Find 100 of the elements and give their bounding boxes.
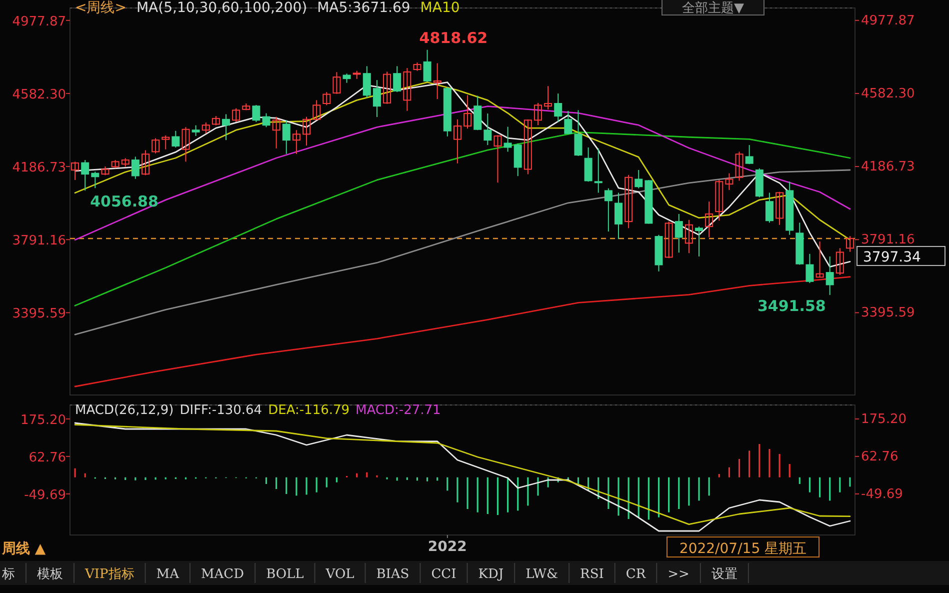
- text: BIAS: [376, 567, 410, 582]
- y-tick-label: -49.69: [24, 488, 66, 503]
- y2-tick-label: 4582.30: [861, 86, 915, 102]
- text: CCI: [431, 567, 456, 582]
- candlestick: [674, 213, 683, 254]
- candlestick: [705, 201, 714, 238]
- annotation: MA(5,10,30,60,100,200): [136, 0, 308, 16]
- candlestick: [423, 49, 432, 82]
- y2-tick-label: 3791.16: [861, 232, 915, 248]
- candlestick: [403, 68, 412, 112]
- text: VIP指标: [84, 567, 134, 582]
- text: KDJ: [478, 567, 504, 582]
- text: 2022/07/15 星期五: [679, 541, 807, 557]
- text: BOLL: [266, 567, 304, 582]
- text: RSI: [580, 567, 604, 582]
- candlestick: [464, 94, 472, 130]
- candlestick: [816, 240, 824, 278]
- candlestick: [836, 248, 844, 276]
- annotation: DEA:-116.79: [268, 403, 350, 418]
- candlestick: [141, 150, 150, 176]
- candlestick: [302, 116, 311, 146]
- candlestick: [765, 192, 774, 224]
- candlestick: [524, 118, 532, 175]
- candlestick: [172, 130, 180, 148]
- annotation: MACD(26,12,9): [75, 403, 174, 418]
- y-tick-label: 3791.16: [12, 234, 66, 249]
- candlestick: [604, 188, 612, 232]
- candlestick: [695, 226, 704, 257]
- candlestick: [725, 172, 734, 190]
- annotation: MACD:-27.71: [356, 403, 441, 418]
- line-series: [74, 276, 851, 388]
- candlestick: [362, 66, 371, 98]
- candlestick: [312, 100, 321, 121]
- annotation: MA5:3671.69: [317, 0, 410, 16]
- candlestick: [534, 102, 542, 126]
- candlestick: [776, 191, 784, 226]
- candlestick: [372, 80, 381, 118]
- candlestick: [252, 104, 260, 122]
- candlestick: [322, 92, 331, 106]
- candlestick: [554, 93, 562, 122]
- text: VOL: [324, 567, 355, 582]
- candlestick: [504, 126, 512, 152]
- y-tick-label: 175.20: [20, 412, 66, 428]
- y2-tick-label: 4977.87: [861, 13, 915, 28]
- candlestick: [846, 236, 854, 252]
- candlestick: [222, 114, 230, 141]
- text: 标: [1, 567, 15, 582]
- y2-tick-label: -49.69: [861, 486, 903, 502]
- y2-tick-label: 175.20: [861, 412, 906, 427]
- candlestick: [584, 146, 592, 182]
- candlestick: [594, 148, 602, 194]
- ref-line-label: 3797.34: [863, 249, 921, 266]
- candlestick: [192, 124, 200, 137]
- candlestick: [544, 86, 552, 110]
- candlestick: [634, 170, 643, 189]
- candlestick: [282, 120, 290, 154]
- candlestick: [433, 62, 442, 100]
- annotation: 4818.62: [419, 28, 488, 47]
- candlestick: [806, 253, 814, 284]
- text: MACD: [200, 567, 244, 582]
- candlestick: [342, 73, 351, 84]
- candlestick: [574, 110, 582, 156]
- text: 模板: [37, 567, 63, 582]
- y-tick-label: 4186.73: [12, 160, 66, 176]
- y-tick-label: 4582.30: [12, 87, 66, 102]
- line-series: [74, 169, 851, 336]
- candlestick: [71, 161, 80, 180]
- text: 设置: [711, 567, 738, 582]
- candlestick: [715, 179, 724, 222]
- candlestick: [292, 130, 300, 154]
- candlestick: [564, 110, 572, 135]
- candlestick: [332, 72, 341, 94]
- candlestick: [735, 151, 744, 182]
- candlestick: [453, 118, 462, 164]
- line-series: [74, 106, 851, 241]
- candlestick: [91, 171, 100, 189]
- text: >>: [668, 567, 690, 582]
- annotation: 4056.88: [90, 192, 158, 211]
- candlestick: [272, 116, 280, 149]
- candlestick: [484, 112, 492, 146]
- y2-tick-label: 3395.59: [861, 306, 915, 321]
- candlestick: [182, 126, 190, 162]
- candlestick: [162, 134, 170, 150]
- candlestick: [494, 134, 502, 184]
- candlestick: [745, 144, 754, 165]
- x-tick-label: 2022: [428, 539, 467, 555]
- candlestick: [383, 71, 392, 104]
- candlestick: [262, 112, 270, 128]
- text: MA: [156, 567, 180, 582]
- y-tick-label: 3395.59: [12, 306, 66, 322]
- y2-tick-label: 4186.73: [861, 160, 915, 175]
- text: LW&: [526, 567, 558, 582]
- candlestick: [624, 174, 633, 229]
- annotation: 全部主题▼: [682, 0, 744, 16]
- candlestick: [614, 192, 622, 240]
- candlestick: [474, 95, 482, 131]
- candlestick: [81, 160, 90, 192]
- candlestick: [826, 256, 834, 296]
- y2-tick-label: 62.76: [861, 449, 898, 464]
- text: 周线 ▲: [1, 541, 46, 557]
